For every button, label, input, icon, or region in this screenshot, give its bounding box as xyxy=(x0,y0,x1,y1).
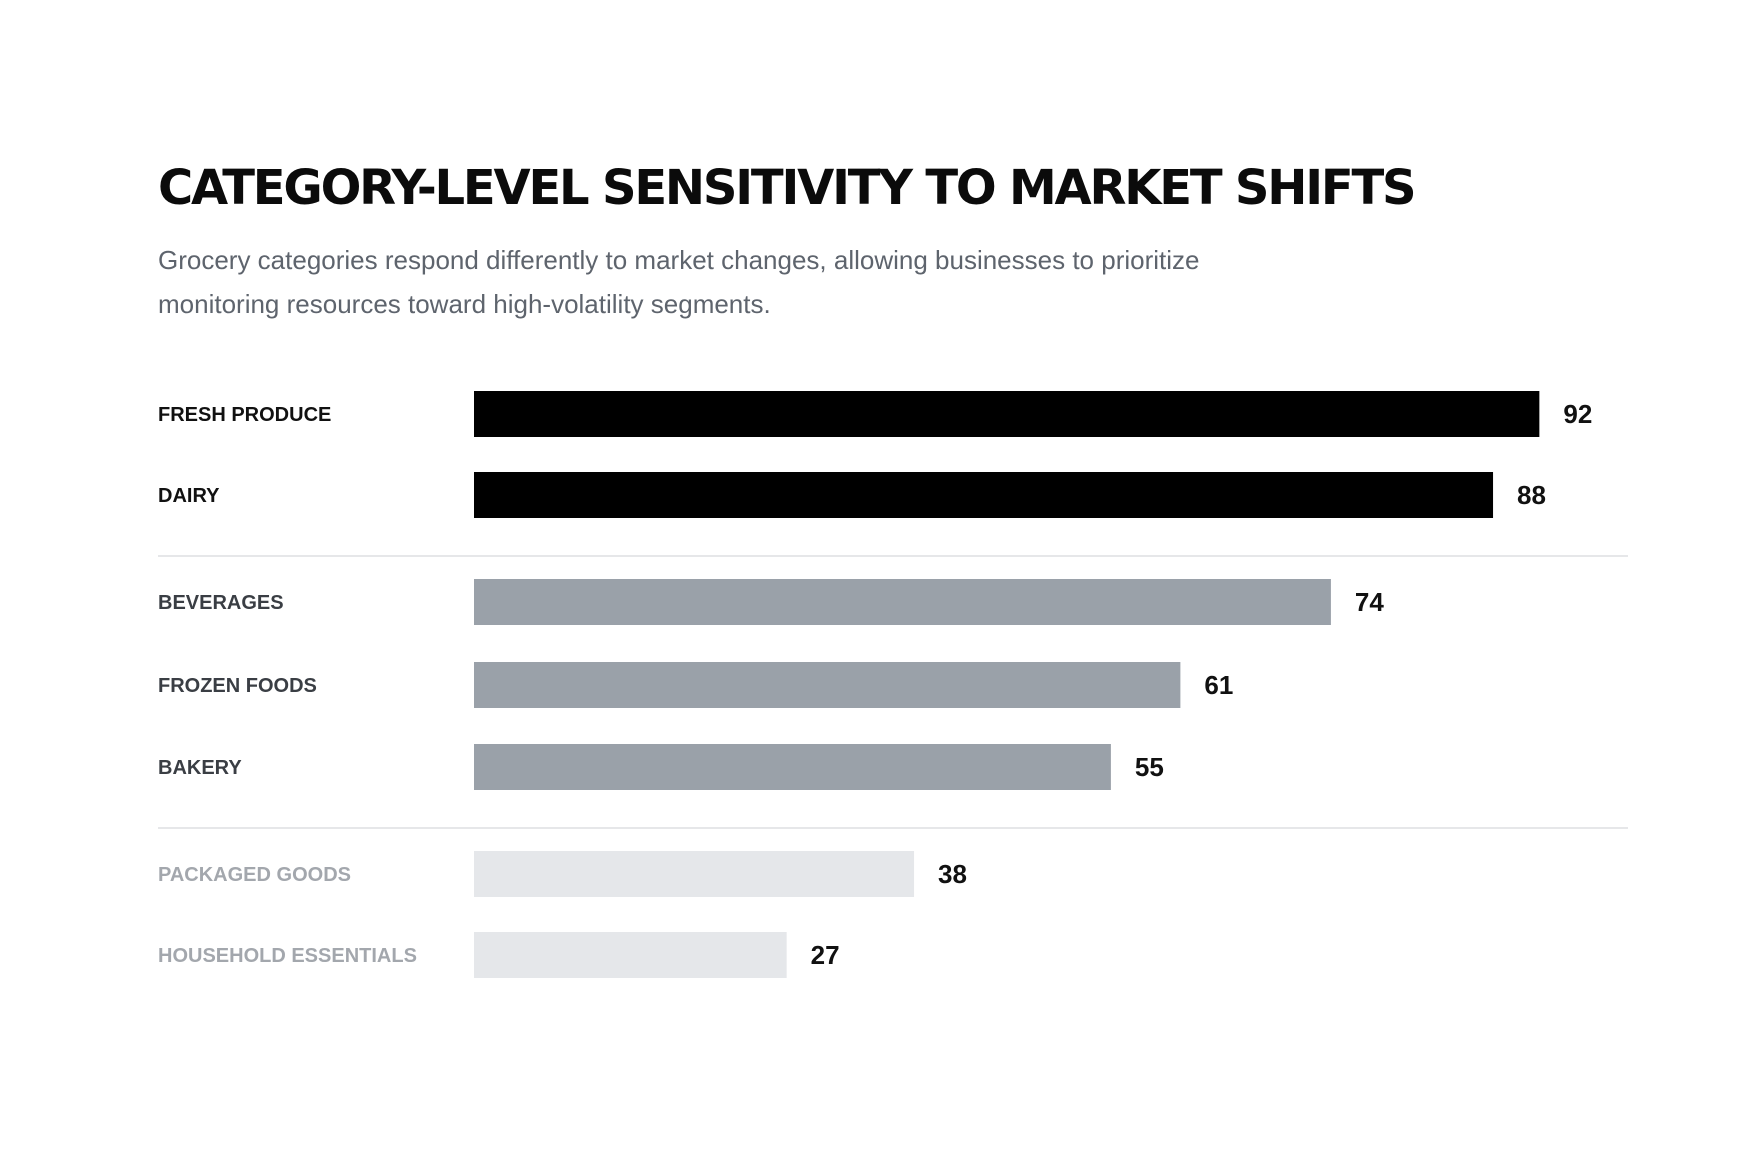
value-label-household-essentials: 27 xyxy=(811,940,840,970)
bar-bakery xyxy=(474,744,1111,790)
bar-frozen-foods xyxy=(474,662,1181,708)
value-label-frozen-foods: 61 xyxy=(1204,670,1233,700)
category-label-beverages: BEVERAGES xyxy=(158,592,284,614)
category-label-frozen-foods: FROZEN FOODS xyxy=(158,675,317,697)
category-label-household-essentials: HOUSEHOLD ESSENTIALS xyxy=(158,945,417,967)
bar-beverages xyxy=(474,579,1331,625)
chart-title: CATEGORY-LEVEL SENSITIVITY TO MARKET SHI… xyxy=(158,160,1417,216)
bar-packaged-goods xyxy=(474,851,915,897)
chart-subtitle: Grocery categories respond differently t… xyxy=(158,245,1200,319)
bar-dairy xyxy=(474,472,1494,518)
category-label-fresh-produce: FRESH PRODUCE xyxy=(158,404,331,426)
value-label-packaged-goods: 38 xyxy=(938,859,967,889)
category-label-dairy: DAIRY xyxy=(158,485,220,507)
value-label-beverages: 74 xyxy=(1355,587,1384,617)
value-label-dairy: 88 xyxy=(1517,480,1546,510)
category-label-packaged-goods: PACKAGED GOODS xyxy=(158,864,351,886)
bar-fresh-produce xyxy=(474,391,1540,437)
category-label-bakery: BAKERY xyxy=(158,757,242,779)
value-label-fresh-produce: 92 xyxy=(1563,399,1592,429)
value-label-bakery: 55 xyxy=(1135,752,1164,782)
bar-household-essentials xyxy=(474,932,787,978)
